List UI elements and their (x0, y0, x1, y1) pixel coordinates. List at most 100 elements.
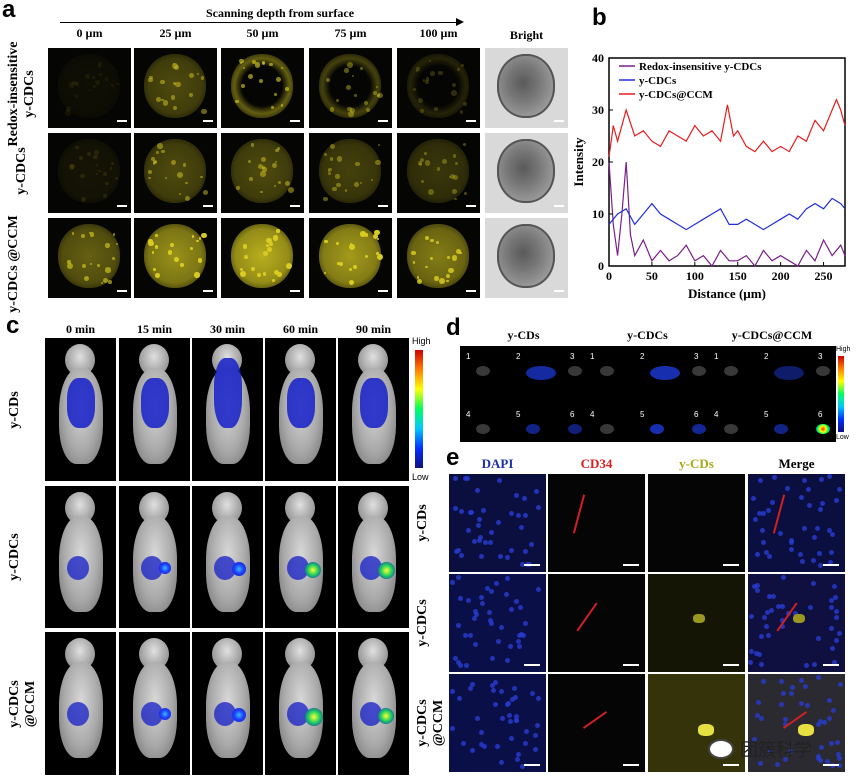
y-axis-label: Intensity (571, 137, 586, 187)
d-organ-number: 1 (590, 352, 595, 361)
x-tick-label: 100 (686, 269, 704, 283)
a-signal-speck (244, 254, 249, 259)
e-nucleus (520, 562, 526, 568)
e-nucleus (763, 624, 769, 630)
e-nucleus (751, 584, 757, 590)
e-nucleus (459, 552, 465, 558)
e-nucleus (514, 718, 520, 724)
a-signal-speck (200, 75, 205, 80)
a-signal-speck (110, 161, 114, 165)
a-signal-speck (80, 173, 85, 178)
a-signal-speck (240, 268, 244, 272)
a-spheroid-signal (319, 139, 381, 203)
a-fluorescence-image (309, 218, 392, 298)
a-scale-bar (554, 120, 564, 122)
a-signal-speck (97, 264, 100, 267)
a-signal-speck (84, 73, 90, 79)
c-col-header: 15 min (136, 322, 172, 336)
e-nucleus (811, 558, 817, 564)
a-signal-speck (447, 256, 450, 260)
e-nucleus (754, 713, 760, 719)
a-scale-bar (290, 205, 300, 207)
a-row-label: y-CDCs @CCM (6, 215, 21, 313)
e-nucleus (820, 500, 826, 506)
a-signal-speck (71, 231, 75, 235)
series-line-1 (608, 197, 846, 231)
d-organ-number: 5 (640, 410, 645, 419)
d-scale-low: Low (836, 434, 849, 441)
e-nucleus (469, 747, 475, 753)
a-signal-speck (456, 67, 461, 72)
a-signal-speck (335, 98, 340, 102)
e-nucleus (459, 508, 465, 514)
e-nucleus (762, 614, 768, 620)
a-signal-speck (201, 232, 207, 238)
a-signal-speck (451, 83, 456, 88)
a-signal-speck (335, 241, 340, 246)
e-nucleus (450, 579, 456, 585)
e-nucleus (837, 486, 842, 492)
a-signal-speck (64, 109, 71, 116)
a-signal-speck (271, 162, 277, 168)
a-signal-speck (189, 93, 194, 98)
d-organ-number: 1 (466, 352, 471, 361)
e-nucleus (460, 740, 466, 746)
d-organ-image: 1 2 3 4 5 6 (708, 346, 836, 442)
e-nucleus (495, 743, 501, 749)
e-nucleus (477, 535, 483, 541)
c-signal-abdomen (360, 556, 382, 580)
e-nucleus (516, 639, 522, 644)
e-nucleus (834, 740, 840, 746)
e-nucleus (830, 708, 836, 714)
a-signal-speck (92, 84, 96, 88)
a-fluorescence-image (48, 133, 131, 213)
e-nucleus (456, 574, 462, 580)
a-signal-speck (92, 76, 95, 79)
a-fluorescence-image (309, 133, 392, 213)
a-signal-speck (425, 265, 428, 269)
e-nucleus (516, 751, 522, 757)
e-nucleus (761, 679, 767, 685)
d-organ (724, 366, 738, 376)
a-signal-speck (98, 170, 101, 173)
a-scale-bar (290, 290, 300, 292)
a-spheroid-signal (58, 224, 120, 288)
d-organ (526, 366, 556, 380)
d-organ-image: 1 2 3 4 5 6 (584, 346, 711, 442)
a-signal-speck (247, 74, 253, 80)
a-scale-bar (554, 205, 564, 207)
a-signal-speck (348, 244, 355, 250)
c-mouse-image (265, 486, 336, 628)
e-nucleus (755, 587, 761, 593)
a-signal-speck (439, 277, 446, 284)
e-nucleus (761, 539, 767, 545)
a-signal-speck (153, 268, 156, 271)
a-signal-speck (240, 84, 245, 88)
a-signal-speck (250, 143, 255, 147)
e-scale-bar (524, 564, 540, 566)
e-nucleus (479, 595, 485, 601)
e-nucleus (818, 745, 824, 751)
a-signal-speck (202, 189, 208, 195)
d-organ (600, 424, 614, 434)
c-mouse-image (192, 338, 263, 481)
e-nucleus (450, 725, 456, 731)
c-signal-tumor (305, 562, 322, 579)
e-nucleus (523, 512, 529, 518)
a-signal-speck (336, 156, 343, 162)
a-fluorescence-image (397, 48, 480, 128)
e-nucleus (754, 551, 760, 557)
e-nucleus (829, 532, 835, 538)
e-nucleus (784, 485, 790, 491)
e-nucleus (748, 613, 754, 619)
e-nucleus (515, 757, 521, 763)
a-signal-speck (262, 166, 266, 169)
a-signal-speck (197, 72, 200, 75)
c-signal-abdomen (287, 556, 309, 580)
a-signal-speck (352, 75, 355, 78)
a-signal-speck (172, 62, 179, 69)
e-nucleus (817, 719, 823, 725)
e-nucleus (479, 553, 485, 559)
d-organ-number: 5 (516, 410, 521, 419)
e-ycd-signal (798, 724, 814, 736)
